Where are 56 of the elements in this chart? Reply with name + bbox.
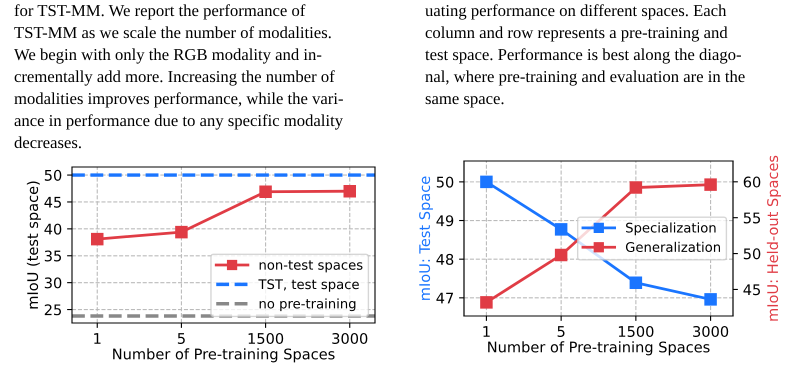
point bbox=[554, 248, 568, 262]
y-tick-label: 40 bbox=[44, 224, 62, 235]
point bbox=[704, 293, 717, 306]
x-tick-label: 3000 bbox=[693, 326, 728, 338]
y-axis-title: mIoU: Test Space bbox=[419, 176, 433, 300]
y-tick-label: 35 bbox=[44, 250, 62, 262]
text: crementally add more. Increasing the number of bbox=[14, 70, 335, 86]
point bbox=[480, 296, 493, 309]
point bbox=[175, 226, 188, 238]
x-tick-label: 1500 bbox=[248, 332, 284, 344]
text: ance in performance due to any specific modality bbox=[14, 114, 343, 130]
y-tick-label: 47 bbox=[436, 292, 454, 304]
y-tick-label: 45 bbox=[44, 196, 62, 208]
x-axis-title: Number of Pre-training Spaces bbox=[113, 348, 335, 362]
y-axis-title: mIoU (test space) bbox=[26, 181, 41, 308]
text: We begin with only the RGB modality and in- bbox=[14, 48, 322, 64]
y2-tick-label: 50 bbox=[744, 248, 760, 260]
point bbox=[259, 185, 272, 198]
point bbox=[344, 184, 356, 198]
legend-label: Generalization bbox=[626, 242, 720, 252]
legend-label: Specialization bbox=[626, 222, 716, 236]
y2-tick-label: 60 bbox=[744, 176, 760, 188]
point bbox=[630, 181, 642, 194]
legend-label: TST, test space bbox=[258, 279, 359, 292]
y-tick-label: 50 bbox=[44, 170, 62, 181]
point bbox=[91, 232, 104, 246]
text: modalities improves performance, while the vari- bbox=[14, 92, 343, 108]
x-axis-title: Number of Pre-training Spaces bbox=[488, 341, 710, 356]
y-tick-label: 30 bbox=[44, 277, 62, 288]
x-tick-label: 1 bbox=[94, 333, 101, 344]
legend-label: non-test spaces bbox=[260, 260, 362, 272]
point bbox=[554, 223, 568, 236]
ref-line-label: no pre-training bbox=[260, 298, 356, 312]
y2-tick-label: 55 bbox=[744, 212, 760, 224]
y-tick-label: 48 bbox=[436, 254, 454, 265]
x-tick-label: 5 bbox=[558, 326, 565, 338]
point bbox=[630, 276, 642, 290]
x-tick-label: 1500 bbox=[618, 326, 654, 338]
point bbox=[704, 178, 717, 191]
point bbox=[480, 176, 493, 188]
x-tick-label: 3000 bbox=[332, 332, 368, 344]
y2-axis-title: mIoU: Held-out Spaces bbox=[766, 156, 781, 321]
y-tick-label: 50 bbox=[436, 176, 454, 188]
text: decreases. bbox=[14, 136, 81, 148]
text: column and row represents a pre-training and bbox=[426, 26, 728, 42]
x-tick-label: 1 bbox=[483, 326, 490, 337]
x-tick-label: 5 bbox=[178, 333, 185, 344]
text: nal, where pre-training and evaluation are in the bbox=[425, 70, 745, 86]
y2-tick-label: 45 bbox=[743, 284, 760, 296]
y-tick-label: 25 bbox=[44, 304, 62, 316]
text: TST-MM as we scale the number of modalities. bbox=[14, 26, 331, 38]
text: for TST-MM. We report the performance of bbox=[14, 4, 306, 20]
text: test space. Performance is best along the diago- bbox=[425, 48, 741, 64]
text: uating performance on different spaces. Each bbox=[425, 4, 726, 20]
text: same space. bbox=[426, 96, 504, 108]
y-tick-label: 49 bbox=[436, 215, 454, 226]
